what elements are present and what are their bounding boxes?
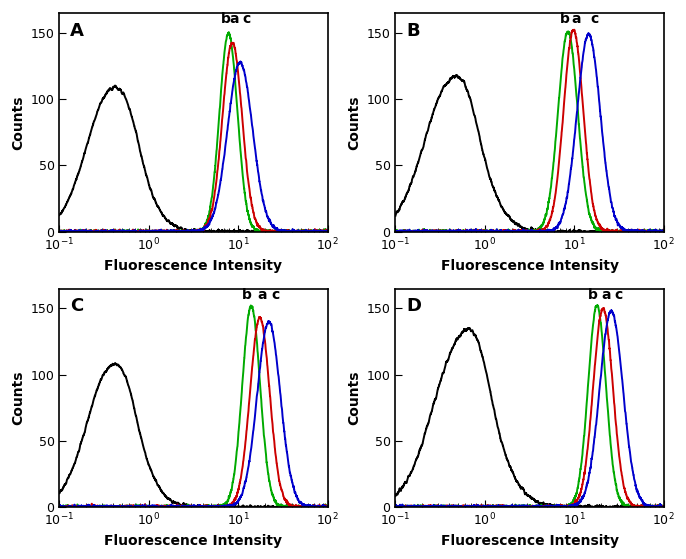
Y-axis label: Counts: Counts (347, 371, 361, 425)
Text: b: b (221, 12, 231, 26)
Text: b: b (242, 288, 252, 302)
Text: c: c (271, 288, 279, 302)
Text: C: C (70, 297, 84, 315)
Text: a: a (257, 288, 267, 302)
X-axis label: Fluorescence Intensity: Fluorescence Intensity (440, 259, 619, 273)
Text: a: a (601, 288, 611, 302)
Text: a: a (571, 12, 581, 26)
X-axis label: Fluorescence Intensity: Fluorescence Intensity (104, 259, 283, 273)
Text: B: B (406, 22, 420, 40)
Text: b: b (587, 288, 598, 302)
Y-axis label: Counts: Counts (11, 371, 25, 425)
Text: a: a (229, 12, 239, 26)
X-axis label: Fluorescence Intensity: Fluorescence Intensity (104, 534, 283, 548)
Text: c: c (243, 12, 251, 26)
Text: A: A (70, 22, 84, 40)
Text: D: D (406, 297, 421, 315)
Text: b: b (560, 12, 569, 26)
Y-axis label: Counts: Counts (11, 95, 25, 150)
Text: c: c (591, 12, 599, 26)
Text: c: c (614, 288, 622, 302)
Y-axis label: Counts: Counts (347, 95, 361, 150)
X-axis label: Fluorescence Intensity: Fluorescence Intensity (440, 534, 619, 548)
